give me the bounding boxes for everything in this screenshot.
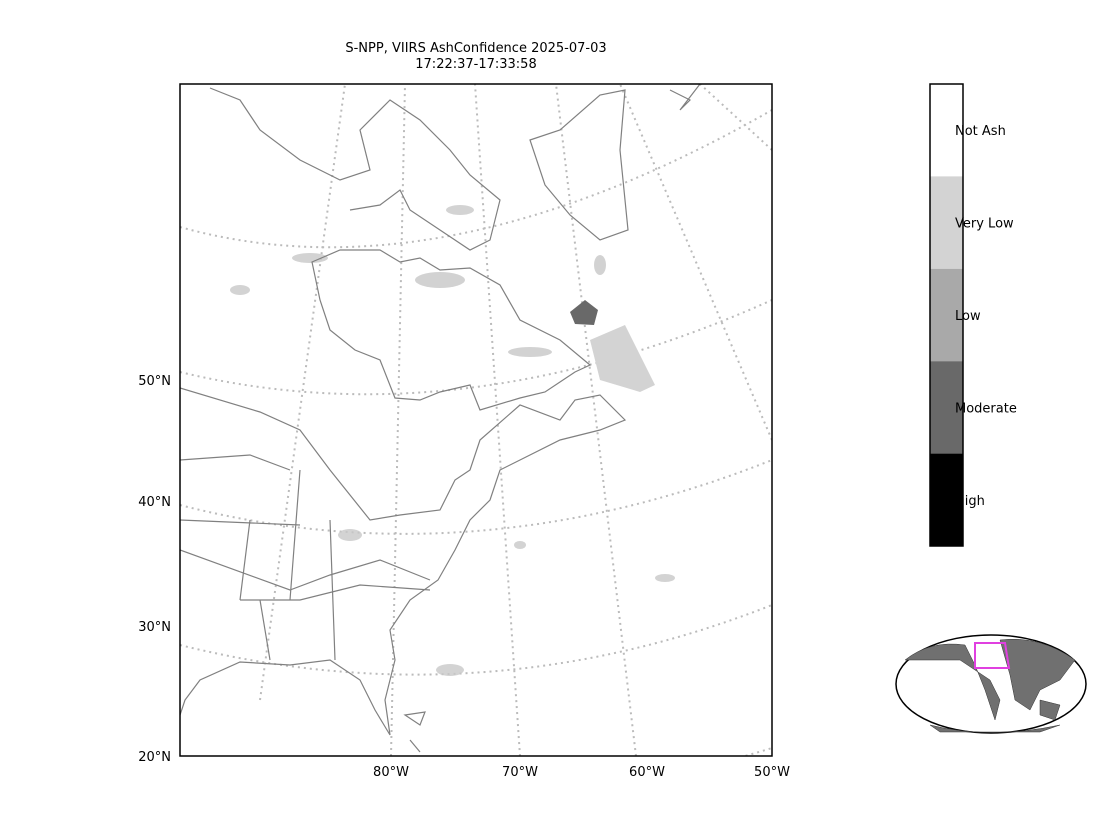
lat-label: 30°N xyxy=(138,620,171,635)
map-title: S-NPP, VIIRS AshConfidence 2025-07-03 xyxy=(345,41,606,56)
lon-label: 50°W xyxy=(754,765,790,780)
map-body xyxy=(180,84,772,756)
map-frame xyxy=(179,83,773,757)
lon-label: 80°W xyxy=(373,765,409,780)
colorbar-label: High xyxy=(955,494,985,509)
colorbar-label: Not Ash xyxy=(955,124,1006,139)
graticule xyxy=(180,84,772,756)
colorbar-swatch xyxy=(930,84,963,177)
lon-labels: 80°W 70°W 60°W 50°W xyxy=(373,765,790,780)
ash-swaths xyxy=(230,205,675,676)
lon-label: 60°W xyxy=(629,765,665,780)
map-subtitle: 17:22:37-17:33:58 xyxy=(415,57,536,72)
colorbar-swatch xyxy=(930,453,963,546)
colorbar-label: Moderate xyxy=(955,401,1017,416)
colorbar-swatch xyxy=(930,361,963,454)
colorbar-frame xyxy=(929,83,964,547)
colorbar-label: Low xyxy=(955,309,981,324)
coastlines xyxy=(180,84,701,753)
colorbar: Not Ash Very Low Low Moderate High xyxy=(929,83,1017,547)
colorbar-label: Very Low xyxy=(955,217,1014,232)
lat-label: 50°N xyxy=(138,374,171,389)
inset-globe xyxy=(895,634,1087,734)
colorbar-swatch xyxy=(930,268,963,362)
colorbar-swatch xyxy=(930,176,963,269)
lat-label: 40°N xyxy=(138,495,171,510)
lon-label: 70°W xyxy=(502,765,538,780)
lat-label: 20°N xyxy=(138,750,171,765)
lat-labels: 50°N 40°N 30°N 20°N xyxy=(138,374,171,765)
